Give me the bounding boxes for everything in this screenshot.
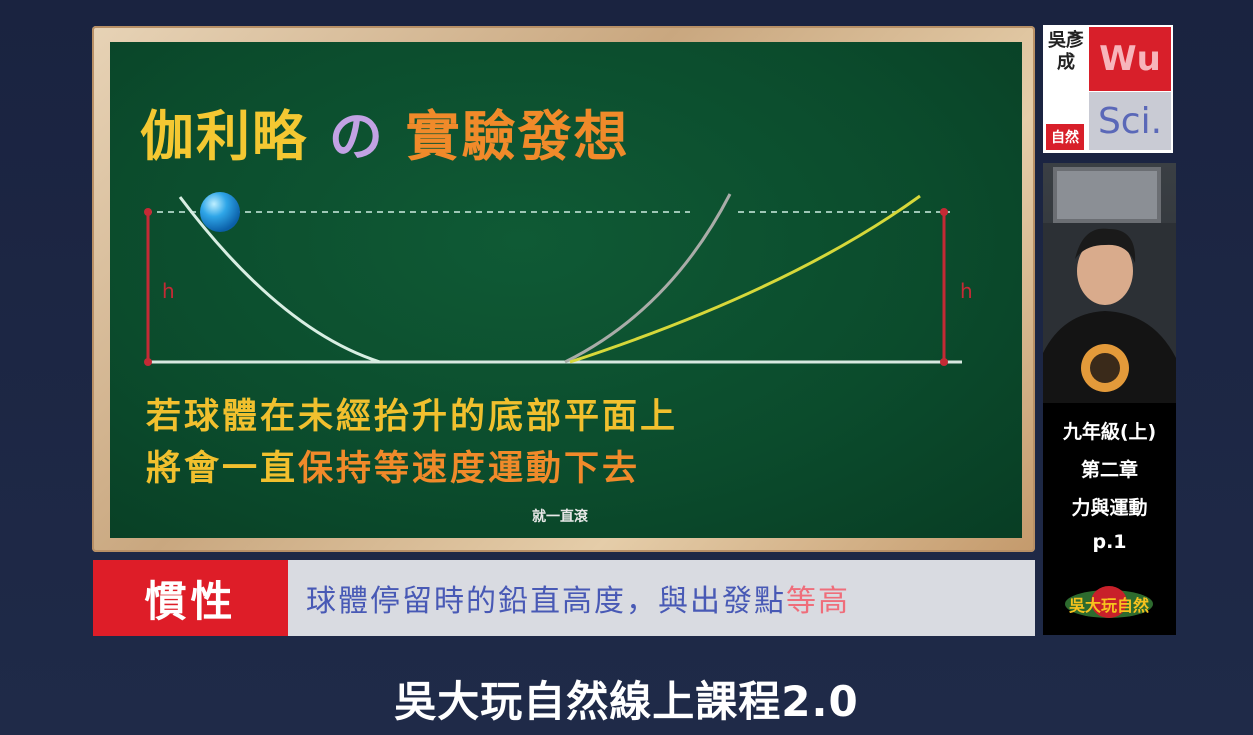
- banner-text: 球體停留時的鉛直高度，與出發點: [306, 584, 786, 619]
- board-text-line2: 將會一直保持等速度運動下去: [146, 440, 640, 491]
- logo-tag: 自然: [1046, 124, 1084, 150]
- chapter-label: 第二章: [1080, 459, 1138, 481]
- gentle-ramp-curve: [569, 194, 921, 364]
- page-label: p.1: [1092, 531, 1127, 553]
- ball: [200, 192, 240, 232]
- title-galileo: 伽利略: [140, 105, 308, 168]
- height-label-right: h: [960, 279, 973, 303]
- board-text-line2-a: 將會一直: [146, 449, 299, 489]
- title-experiment-idea: 實驗發想: [405, 105, 630, 168]
- topic-label: 力與運動: [1071, 497, 1148, 519]
- board-title: 伽利略 の 實驗發想: [140, 92, 630, 171]
- presenter-image: [1043, 167, 1176, 403]
- logo-name: 吳彥成: [1048, 30, 1084, 73]
- brand-text: 吳大玩自然: [1068, 596, 1149, 615]
- grade-label: 九年級(上): [1062, 421, 1157, 443]
- height-label-left: h: [162, 279, 175, 303]
- title-particle: の: [328, 105, 385, 168]
- logo-sci: Sci.: [1089, 92, 1171, 150]
- presenter-video: [1043, 163, 1176, 403]
- topic-tag: 慣性: [93, 560, 288, 636]
- board-text-line1: 若球體在未經抬升的底部平面上: [146, 397, 679, 437]
- board-caption: 就一直滾: [532, 509, 588, 525]
- ramp-diagram: h h: [144, 192, 973, 366]
- topic-banner: 球體停留時的鉛直高度，與出發點 等高: [288, 560, 1035, 636]
- logo-wu: Wu: [1089, 27, 1171, 91]
- brand-badge: 吳大玩自然: [1044, 580, 1174, 628]
- course-title: 吳大玩自然線上課程2.0: [394, 677, 859, 726]
- banner-highlight: 等高: [786, 584, 850, 619]
- board-text-line2-b: 保持等速度運動下去: [298, 449, 641, 489]
- left-ramp-curve: [178, 196, 381, 364]
- steep-ramp-curve: [564, 193, 732, 364]
- brand-badge-shape: [1065, 586, 1153, 618]
